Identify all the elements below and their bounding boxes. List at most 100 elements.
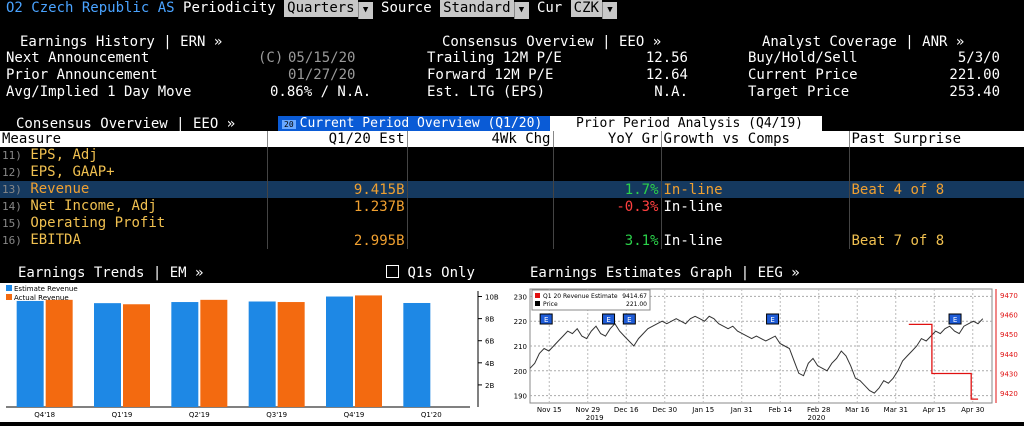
row-number: 15)	[2, 217, 22, 230]
measure-name[interactable]: EPS, Adj	[30, 147, 98, 163]
yoy-cell	[553, 164, 662, 181]
measure-name[interactable]: EBITDA	[30, 232, 81, 248]
estimates-graph-chart: 190 200 210 220 230 9420 9430 9440 9450 9460 9470 N…	[512, 283, 1024, 422]
comps-cell	[661, 147, 850, 164]
chevron-down-icon[interactable]: ▼	[513, 2, 529, 19]
column-header[interactable]: Measure	[0, 131, 268, 147]
actual-bar	[200, 299, 228, 407]
table-row[interactable]: 11) EPS, Adj	[0, 147, 1024, 164]
estimate-bar	[171, 302, 199, 407]
table-header-row: Measure Q1/20 Est 4Wk Chg YoY Gr Growth …	[0, 131, 1024, 147]
column-header[interactable]: Past Surprise	[849, 131, 1024, 147]
analyst-coverage-title[interactable]: Analyst Coverage | ANR »	[762, 34, 965, 50]
surprise-cell: Beat 7 of 8	[849, 232, 1024, 249]
consensus-overview-title[interactable]: Consensus Overview | EEO »	[442, 34, 662, 50]
forward-pe-value: 12.64	[645, 67, 688, 83]
event-marker-icon	[622, 313, 636, 325]
event-marker-icon	[602, 313, 616, 325]
x-tick-label: Q1'19	[112, 411, 133, 419]
actual-bar	[355, 295, 382, 407]
table-row-selected[interactable]: 13) Revenue 9.415B 1.7% In-line Beat 4 o…	[0, 181, 1024, 198]
x-tick-label: Jan 15	[691, 406, 714, 414]
tab-current-period[interactable]: 20 Current Period Overview (Q1/20)	[278, 116, 550, 132]
table-row[interactable]: 12) EPS, GAAP+	[0, 164, 1024, 181]
header-bar: O2 Czech Republic AS Periodicity Quarter…	[6, 0, 617, 19]
est-cell: 9.415B	[267, 181, 408, 198]
tab-prior-period[interactable]: Prior Period Analysis (Q4/19)	[550, 116, 822, 132]
column-header[interactable]: YoY Gr	[553, 131, 662, 147]
x-tick-label: Q1'20	[421, 411, 442, 419]
chg-cell	[407, 198, 554, 215]
left-tick-label: 230	[514, 293, 527, 301]
row-number: 11)	[2, 149, 22, 162]
year-label: 2020	[808, 414, 826, 422]
row-number: 12)	[2, 166, 22, 179]
source-select[interactable]: Standard	[440, 0, 514, 17]
trailing-pe-label: Trailing 12M P/E	[427, 50, 562, 66]
periodicity-select[interactable]: Quarters	[284, 0, 358, 17]
x-tick-label: Jan 31	[730, 406, 753, 414]
trailing-pe-value: 12.56	[645, 50, 688, 66]
right-tick-label: 9460	[1000, 312, 1018, 320]
currency-label: Cur	[536, 0, 563, 16]
column-header[interactable]: Growth vs Comps	[661, 131, 850, 147]
forward-pe-label: Forward 12M P/E	[427, 67, 554, 83]
chg-cell	[407, 147, 554, 164]
legend-swatch	[535, 293, 540, 298]
x-tick-label: Q4'19	[344, 411, 365, 419]
right-tick-label: 9420	[1000, 390, 1018, 398]
security-name[interactable]: O2 Czech Republic AS	[6, 0, 175, 16]
earnings-history-title[interactable]: Earnings History | ERN »	[20, 34, 223, 50]
x-tick-label: Q3'19	[266, 411, 287, 419]
measure-name[interactable]: Revenue	[30, 181, 90, 197]
row-number: 14)	[2, 200, 22, 213]
consensus-section-title[interactable]: Consensus Overview | EEO »	[16, 116, 236, 132]
table-row[interactable]: 15) Operating Profit	[0, 215, 1024, 232]
estimate-bar	[326, 296, 353, 407]
buy-hold-sell-label: Buy/Hold/Sell	[748, 50, 858, 66]
legend-label: Q1 20 Revenue Estimate	[543, 293, 618, 300]
est-cell	[267, 147, 408, 164]
avg-move-label: Avg/Implied 1 Day Move	[6, 84, 192, 100]
legend-box	[531, 289, 651, 311]
chg-cell	[407, 215, 554, 232]
surprise-cell: Beat 4 of 8	[849, 181, 1024, 198]
earnings-trends-title[interactable]: Earnings Trends | EM »	[18, 265, 204, 281]
comps-cell	[661, 164, 850, 181]
earnings-trends-chart: 2B 4B 6B 8B 10B Q4'18 Q1'19 Q2'19 Q3'19 Q4'19 Q1'2…	[0, 283, 516, 422]
event-marker-label: E	[627, 316, 631, 324]
right-tick-label: 9440	[1000, 351, 1018, 359]
measure-name[interactable]: Operating Profit	[30, 215, 166, 231]
q1s-only-toggle[interactable]: Q1s Only	[386, 265, 475, 282]
y-tick-label: 8B	[485, 316, 494, 324]
x-tick-label: Apr 30	[961, 406, 984, 414]
table-row[interactable]: 14) Net Income, Adj 1.237B -0.3% In-line	[0, 198, 1024, 215]
prior-announcement-value: 01/27/20	[288, 67, 356, 83]
currency-select[interactable]: CZK	[570, 0, 602, 17]
row-number: 16)	[2, 234, 22, 247]
column-header[interactable]: Q1/20 Est	[267, 131, 408, 147]
checkbox-icon[interactable]	[386, 265, 399, 278]
estimates-graph-title[interactable]: Earnings Estimates Graph | EEG »	[530, 265, 800, 281]
x-tick-label: Nov 29	[575, 406, 600, 414]
right-tick-label: 9430	[1000, 371, 1018, 379]
column-header[interactable]: 4Wk Chg	[407, 131, 554, 147]
x-tick-label: Nov 15	[537, 406, 562, 414]
chevron-down-icon[interactable]: ▼	[601, 2, 617, 19]
ltg-label: Est. LTG (EPS)	[427, 84, 546, 100]
right-tick-label: 9450	[1000, 331, 1018, 339]
estimate-bar	[16, 300, 44, 407]
chevron-down-icon[interactable]: ▼	[357, 2, 373, 19]
yoy-cell: -0.3%	[553, 198, 662, 215]
next-announcement-value: 05/15/20	[288, 50, 356, 66]
measure-name[interactable]: Net Income, Adj	[30, 198, 157, 214]
surprise-cell	[849, 215, 1024, 232]
year-label: 2019	[586, 414, 604, 422]
comps-cell	[661, 215, 850, 232]
table-row[interactable]: 16) EBITDA 2.995B 3.1% In-line Beat 7 of…	[0, 232, 1024, 249]
event-marker-label: E	[606, 316, 610, 324]
left-tick-label: 210	[514, 343, 527, 351]
left-tick-label: 190	[514, 393, 527, 401]
measure-name[interactable]: EPS, GAAP+	[30, 164, 115, 180]
tab-shortcut-number: 20	[282, 120, 296, 129]
